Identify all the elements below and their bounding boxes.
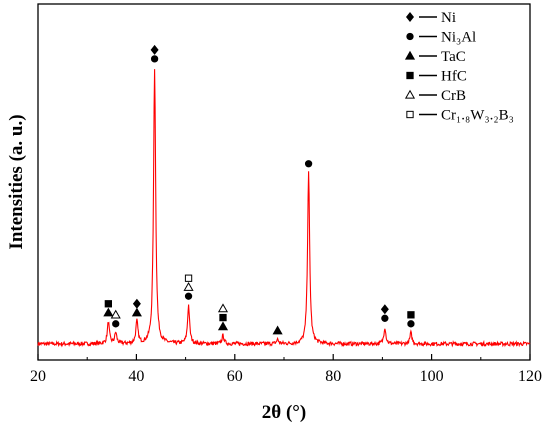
diamond-marker [380, 304, 389, 315]
diamond-marker [150, 44, 159, 55]
triangle-marker [272, 325, 283, 335]
legend-label: CrB [441, 88, 466, 104]
x-tick-label: 60 [227, 368, 243, 385]
triangle-marker [110, 309, 121, 319]
x-tick-label: 120 [518, 368, 542, 385]
legend-label: HfC [441, 69, 467, 85]
circle-marker [112, 320, 120, 328]
square-marker [219, 313, 227, 322]
circle-marker [406, 32, 414, 41]
legend-label: Ni [441, 10, 456, 26]
square-marker [406, 110, 414, 119]
triangle-marker [217, 321, 229, 331]
diamond-marker [132, 298, 141, 309]
y-axis-label: Intensities (a. u.) [6, 114, 27, 249]
x-tick-label: 20 [30, 368, 46, 385]
square-marker [406, 71, 414, 80]
circle-marker [304, 160, 313, 168]
legend-label: Cr₁.₈W₃.₂B₃ [441, 108, 514, 124]
circle-marker [407, 320, 415, 328]
x-axis-ticks: 20 40 60 80 100 120 [30, 354, 542, 385]
triangle-marker [131, 307, 142, 317]
x-tick-label: 80 [325, 368, 341, 385]
triangle-marker [217, 303, 229, 313]
circle-marker [184, 292, 193, 300]
triangle-marker [103, 307, 114, 317]
x-tick-label: 100 [420, 368, 444, 385]
triangle-marker [404, 89, 416, 99]
circle-marker [381, 314, 389, 322]
triangle-marker [183, 282, 194, 291]
legend-label: TaC [441, 49, 466, 65]
diamond-marker [405, 11, 415, 23]
circle-marker [150, 55, 159, 63]
legend: Ni Ni₃Al TaC HfC CrB Cr₁.₈W₃.₂B₃ [404, 10, 514, 124]
legend-label: Ni₃Al [441, 30, 476, 46]
x-axis-label: 2θ (°) [262, 402, 306, 423]
triangle-marker [404, 50, 416, 60]
square-marker [184, 274, 193, 282]
x-tick-label: 40 [128, 368, 144, 385]
square-marker [104, 300, 113, 308]
peak-markers [103, 44, 415, 335]
square-marker [407, 311, 415, 319]
xrd-pattern-line [37, 69, 531, 348]
